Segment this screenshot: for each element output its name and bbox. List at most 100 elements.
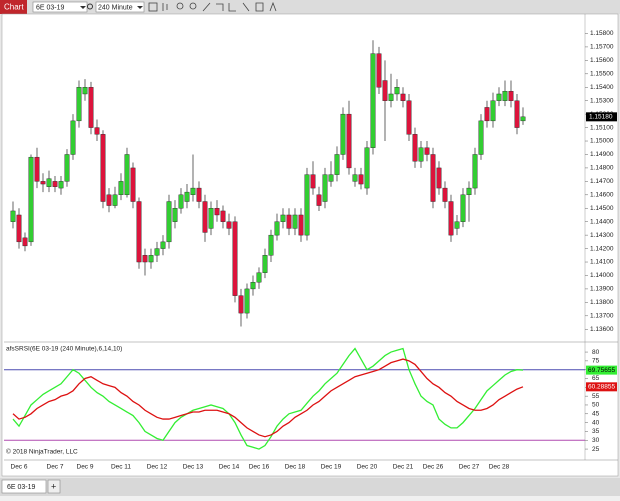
candle-body xyxy=(70,120,76,155)
candle-body xyxy=(484,107,490,122)
last-price-marker xyxy=(586,112,617,122)
last-value-label: 69.75655 xyxy=(588,367,615,374)
last-value-marker xyxy=(586,365,617,375)
candle-body xyxy=(166,201,172,243)
candle-body xyxy=(196,187,202,202)
candle-body xyxy=(232,221,238,296)
x-tick-label: Dec 11 xyxy=(111,464,131,471)
candle-body xyxy=(382,80,388,101)
x-tick-label: Dec 28 xyxy=(489,464,510,471)
candle-body xyxy=(118,181,124,196)
candle-body xyxy=(202,201,208,233)
x-tick-label: Dec 13 xyxy=(183,464,204,471)
candle-body xyxy=(346,113,352,169)
candle-body xyxy=(352,174,358,182)
candle-body xyxy=(460,194,466,222)
candle-body xyxy=(238,295,244,314)
instrument-tab[interactable] xyxy=(1,479,47,494)
candle-body xyxy=(112,194,118,206)
candle-body xyxy=(22,237,28,247)
last-price-label: 1.15180 xyxy=(589,114,613,121)
chart-tab-label: Chart xyxy=(4,3,24,12)
candle-body xyxy=(430,154,436,202)
x-tick-label: Dec 19 xyxy=(321,464,342,471)
y-tick-label: 1.13900 xyxy=(590,286,614,293)
candle-body xyxy=(520,116,526,122)
candle-body xyxy=(160,241,166,249)
candle-body xyxy=(46,178,52,187)
y-tick-label: 1.15000 xyxy=(590,138,614,145)
x-tick-label: Dec 14 xyxy=(219,464,240,471)
candle-body xyxy=(214,208,220,216)
indicator-title: afsSRSI(6E 03-19 (240 Minute),6,14,10) xyxy=(6,346,122,353)
candle-body xyxy=(256,272,262,283)
candle-body xyxy=(280,214,286,222)
candle-body xyxy=(340,113,346,155)
y-tick-label: 35 xyxy=(592,428,600,435)
y-tick-label: 25 xyxy=(592,446,600,453)
search-icon[interactable] xyxy=(87,3,93,10)
y-tick-label: 45 xyxy=(592,411,600,418)
y-tick-label: 1.13600 xyxy=(590,326,614,333)
candle-body xyxy=(250,281,256,290)
interval-select[interactable] xyxy=(95,1,145,13)
candle-body xyxy=(508,91,514,101)
x-tick-label: Dec 16 xyxy=(249,464,270,471)
candle-body xyxy=(316,194,322,206)
x-tick-label: Dec 26 xyxy=(423,464,444,471)
chart-tab[interactable] xyxy=(0,0,27,14)
candle-body xyxy=(502,91,508,101)
y-tick-label: 1.14600 xyxy=(590,192,614,199)
x-tick-label: Dec 12 xyxy=(147,464,168,471)
y-tick-label: 30 xyxy=(592,437,600,444)
x-tick-label: Dec 6 xyxy=(11,464,28,471)
candle-body xyxy=(40,181,46,185)
candle-body xyxy=(298,214,304,236)
interval-text: 240 Minute xyxy=(98,4,133,11)
instrument-select[interactable] xyxy=(32,1,88,13)
candle-body xyxy=(208,208,214,229)
y-tick-label: 1.14400 xyxy=(590,218,614,225)
candle-body xyxy=(64,154,70,182)
candle-body xyxy=(190,187,196,196)
candle-body xyxy=(184,191,190,202)
y-tick-label: 1.15300 xyxy=(590,97,614,104)
candle-body xyxy=(328,174,334,182)
add-tab-label: + xyxy=(51,481,56,491)
candle-body xyxy=(130,167,136,202)
candle-body xyxy=(286,214,292,229)
candle-body xyxy=(226,221,232,229)
candle-body xyxy=(16,214,22,243)
candle-body xyxy=(370,53,376,148)
y-tick-label: 1.15700 xyxy=(590,44,614,51)
add-tab[interactable] xyxy=(47,479,61,494)
y-tick-label: 1.13700 xyxy=(590,313,614,320)
candle-body xyxy=(424,147,430,155)
chart-area xyxy=(1,13,619,477)
candle-body xyxy=(148,255,154,263)
indicator-line xyxy=(12,347,524,450)
candle-body xyxy=(400,93,406,101)
candle-body xyxy=(34,156,40,182)
candle-body xyxy=(490,100,496,122)
candle-body xyxy=(100,134,106,202)
candle-body xyxy=(472,154,478,189)
y-tick-label: 1.14900 xyxy=(590,151,614,158)
y-tick-label: 1.15400 xyxy=(590,84,614,91)
candle-body xyxy=(364,147,370,189)
x-tick-label: Dec 21 xyxy=(393,464,414,471)
candle-body xyxy=(478,120,484,155)
y-tick-label: 1.15100 xyxy=(590,124,614,131)
candle-body xyxy=(52,181,58,187)
candle-body xyxy=(178,194,184,209)
x-tick-label: Dec 9 xyxy=(77,464,94,471)
y-tick-label: 75 xyxy=(592,358,600,365)
last-value-label: 60.28855 xyxy=(588,384,615,391)
toolbar-icons[interactable] xyxy=(148,1,277,12)
candle-body xyxy=(376,53,382,88)
candle-body xyxy=(454,221,460,229)
candle-body xyxy=(124,154,130,196)
x-tick-label: Dec 7 xyxy=(47,464,64,471)
candle-body xyxy=(244,288,250,314)
candle-body xyxy=(358,174,364,185)
